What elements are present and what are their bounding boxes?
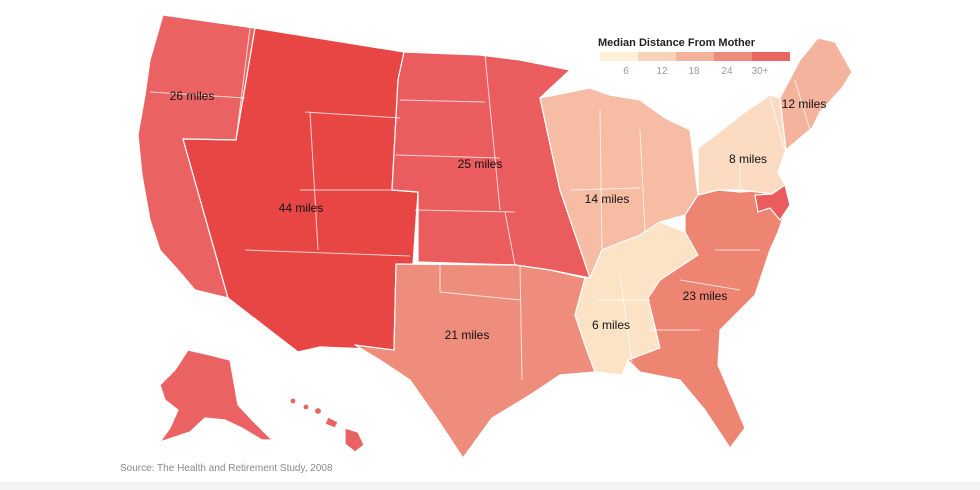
- label-new-england: 12 miles: [782, 97, 827, 111]
- region-middle-atlantic[interactable]: [697, 94, 787, 196]
- bottom-divider: [0, 482, 980, 490]
- label-west-north-central: 25 miles: [458, 157, 503, 171]
- region-maryland-delaware[interactable]: [754, 184, 791, 221]
- state-borders: [149, 27, 811, 381]
- source-note: Source: The Health and Retirement Study,…: [120, 463, 333, 474]
- legend-tick-30: 30+: [752, 66, 769, 77]
- legend-title: Median Distance From Mother: [598, 37, 756, 49]
- legend-swatch-4: [714, 52, 752, 61]
- region-west-south-central[interactable]: [354, 263, 596, 459]
- legend-tick-12: 12: [656, 66, 668, 77]
- legend-tick-6: 6: [623, 66, 629, 77]
- legend: Median Distance From Mother 6 12 18 24 3…: [598, 37, 790, 77]
- label-east-north-central: 14 miles: [585, 192, 630, 206]
- label-middle-atlantic: 8 miles: [729, 152, 767, 166]
- legend-tick-18: 18: [688, 66, 700, 77]
- label-south-atlantic: 23 miles: [683, 289, 728, 303]
- label-mountain: 44 miles: [279, 201, 324, 215]
- region-alaska[interactable]: [159, 349, 273, 443]
- legend-swatch-1: [600, 52, 638, 61]
- label-west-south-central: 21 miles: [445, 328, 490, 342]
- legend-tick-24: 24: [721, 66, 733, 77]
- legend-swatch-2: [638, 52, 676, 61]
- label-pacific: 26 miles: [170, 89, 215, 103]
- label-east-south-central: 6 miles: [592, 318, 630, 332]
- region-new-england[interactable]: [779, 37, 853, 151]
- region-hawaii[interactable]: [289, 397, 365, 453]
- legend-swatch-5: [752, 52, 790, 61]
- legend-swatch-3: [676, 52, 714, 61]
